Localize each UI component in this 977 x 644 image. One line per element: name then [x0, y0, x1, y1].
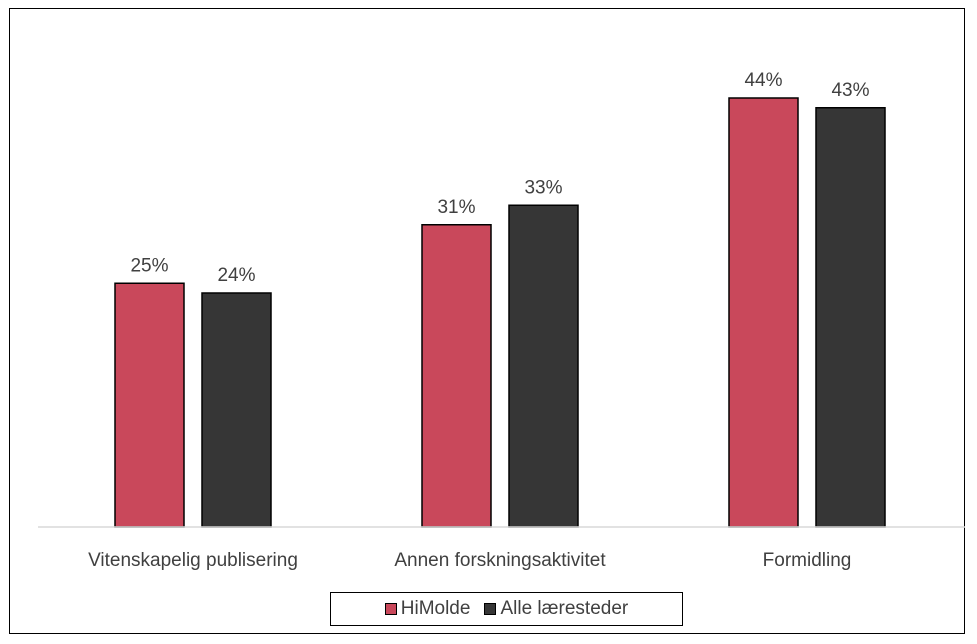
category-label-3: Formidling [763, 550, 852, 571]
category-label-2: Annen forskningsaktivitet [394, 550, 606, 571]
data-label-himolde-2: 31% [437, 197, 475, 218]
bar-himolde-3 [728, 97, 799, 528]
legend-label-alle-laeresteder: Alle læresteder [500, 598, 629, 619]
legend-item-alle-laeresteder: Alle læresteder [484, 598, 628, 620]
legend-swatch-himolde [384, 603, 397, 615]
bar-himolde-1 [114, 282, 185, 528]
labels-layer: 25% 24% 31% 33% 44% 43% [130, 70, 869, 286]
legend: HiMolde Alle læresteder [330, 592, 683, 626]
bar-alle-laeresteder-3 [815, 107, 886, 528]
bars-layer [114, 97, 886, 528]
category-label-1: Vitenskapelig publisering [88, 550, 298, 571]
legend-swatch-alle-laeresteder [484, 603, 497, 615]
bar-alle-laeresteder-1 [201, 292, 272, 528]
data-label-alle-laeresteder-2: 33% [524, 177, 562, 198]
data-label-alle-laeresteder-1: 24% [217, 265, 255, 286]
bar-himolde-2 [421, 224, 492, 528]
data-label-himolde-1: 25% [130, 255, 168, 276]
category-axis: Vitenskapelig publisering Annen forskning… [88, 550, 851, 571]
data-label-himolde-3: 44% [744, 70, 782, 91]
bar-alle-laeresteder-2 [508, 204, 579, 528]
legend-label-himolde: HiMolde [400, 598, 471, 619]
data-label-alle-laeresteder-3: 43% [831, 80, 869, 101]
legend-item-himolde: HiMolde [384, 598, 471, 620]
